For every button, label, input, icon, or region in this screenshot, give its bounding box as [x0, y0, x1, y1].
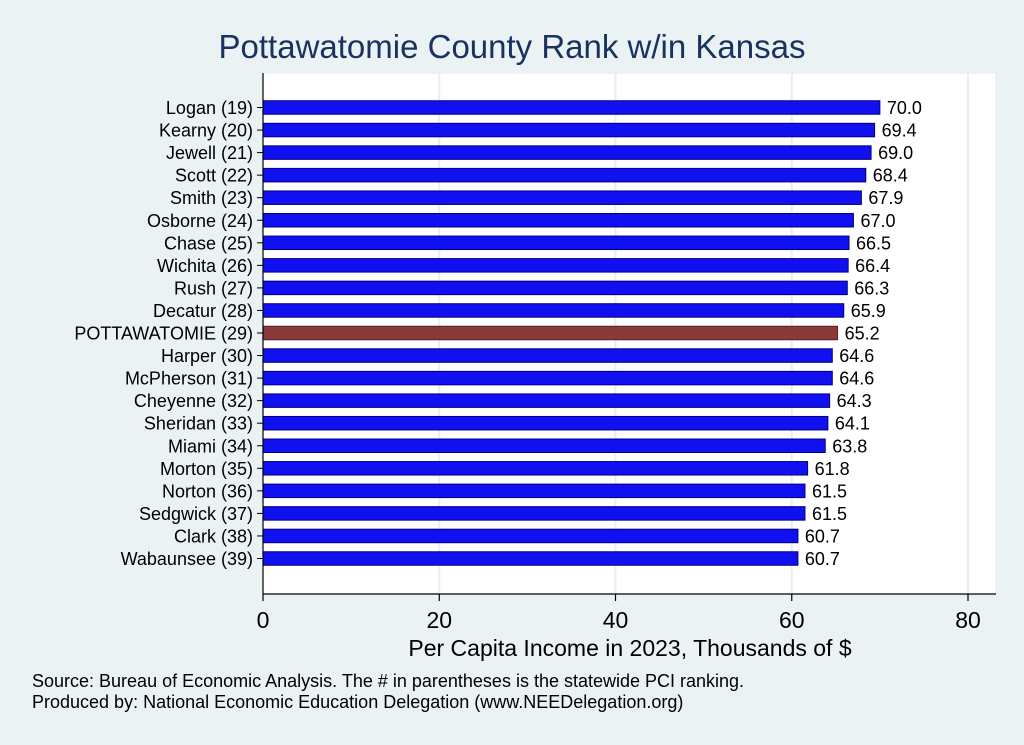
category-label: Logan (19) — [166, 98, 253, 118]
bar-value-label: 67.9 — [868, 188, 903, 208]
category-label: Rush (27) — [174, 278, 253, 298]
bar — [262, 415, 829, 431]
bar-value-label: 64.3 — [837, 391, 872, 411]
bar-value-label: 61.8 — [815, 459, 850, 479]
x-tick-label: 40 — [603, 607, 629, 633]
bar — [262, 100, 881, 115]
bar — [262, 303, 845, 318]
bar — [262, 461, 809, 476]
bar — [262, 348, 833, 363]
bar-value-label: 64.6 — [839, 346, 874, 366]
x-tick-label: 80 — [955, 607, 981, 633]
category-label: POTTAWATOMIE (29) — [74, 324, 253, 344]
bar-value-label: 69.4 — [882, 121, 917, 141]
bar-value-label: 65.2 — [845, 324, 880, 344]
bar — [262, 506, 806, 521]
category-label: Clark (38) — [174, 526, 253, 546]
source-note: Source: Bureau of Economic Analysis. The… — [32, 671, 745, 691]
x-axis-label: Per Capita Income in 2023, Thousands of … — [408, 635, 851, 661]
bar-value-label: 61.5 — [812, 504, 847, 524]
chart-title: Pottawatomie County Rank w/in Kansas — [218, 28, 806, 65]
bar — [262, 438, 826, 453]
x-tick-label: 20 — [426, 607, 452, 633]
bar-value-label: 60.7 — [805, 549, 840, 569]
x-tick-label: 0 — [257, 607, 270, 633]
x-tick-label: 60 — [779, 607, 805, 633]
bar-value-label: 66.4 — [855, 256, 890, 276]
bar — [262, 551, 799, 566]
category-label: Kearny (20) — [159, 121, 253, 141]
bar — [262, 122, 876, 138]
category-label: Harper (30) — [161, 346, 253, 366]
bar-value-label: 61.5 — [812, 481, 847, 501]
bar — [262, 167, 867, 183]
bar-value-label: 60.7 — [805, 526, 840, 546]
bar — [262, 190, 862, 205]
bar — [262, 280, 848, 296]
bar-value-label: 68.4 — [873, 166, 908, 186]
category-label: Decatur (28) — [153, 301, 253, 321]
category-label: Wabaunsee (39) — [121, 549, 253, 569]
bar — [262, 393, 831, 408]
category-label: McPherson (31) — [125, 369, 253, 389]
bar — [262, 235, 850, 251]
category-label: Sheridan (33) — [144, 414, 253, 434]
category-label: Morton (35) — [160, 459, 253, 479]
bar-highlight — [262, 325, 839, 341]
bar-value-label: 63.8 — [832, 436, 867, 456]
category-label: Chase (25) — [164, 233, 253, 253]
category-label: Sedgwick (37) — [139, 504, 253, 524]
category-label: Scott (22) — [175, 166, 253, 186]
bar — [262, 528, 799, 544]
producer-note: Produced by: National Economic Education… — [32, 692, 684, 712]
bar-value-label: 67.0 — [860, 211, 895, 231]
category-label: Miami (34) — [168, 436, 253, 456]
bar-value-label: 70.0 — [887, 98, 922, 118]
category-label: Osborne (24) — [147, 211, 253, 231]
bar-value-label: 65.9 — [851, 301, 886, 321]
category-label: Jewell (21) — [166, 143, 253, 163]
category-label: Smith (23) — [170, 188, 253, 208]
bar-value-label: 66.3 — [854, 278, 889, 298]
category-label: Wichita (26) — [157, 256, 253, 276]
bar — [262, 483, 806, 499]
bar — [262, 213, 854, 228]
bar — [262, 145, 872, 160]
bar — [262, 258, 849, 273]
bar-value-label: 66.5 — [856, 233, 891, 253]
category-label: Norton (36) — [162, 481, 253, 501]
bar-value-label: 69.0 — [878, 143, 913, 163]
bar — [262, 370, 833, 386]
bar-value-label: 64.1 — [835, 414, 870, 434]
category-label: Cheyenne (32) — [134, 391, 253, 411]
bar-value-label: 64.6 — [839, 369, 874, 389]
